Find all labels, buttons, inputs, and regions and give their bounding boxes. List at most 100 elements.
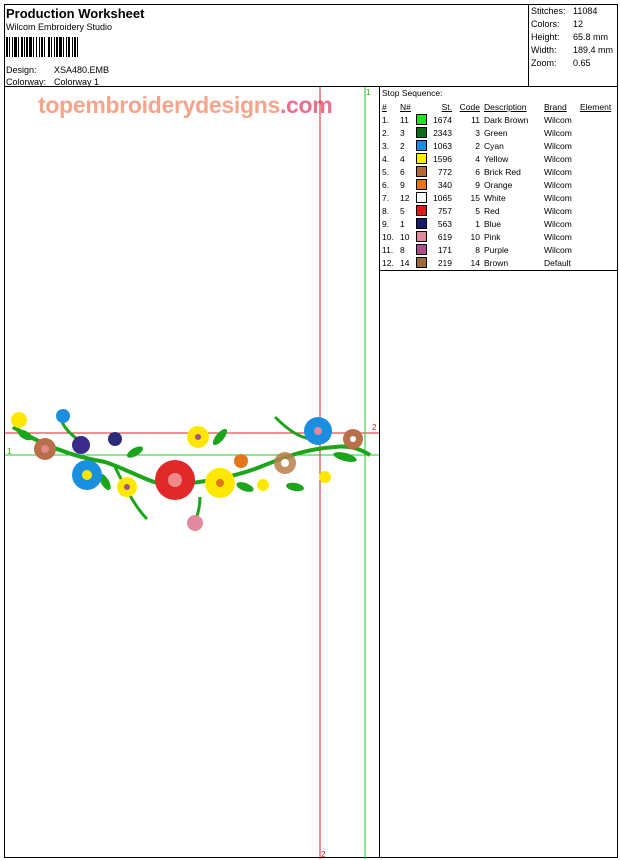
colors-row: Colors: 12 — [531, 19, 583, 29]
row-stitches: 619 — [437, 231, 452, 242]
table-header-row: # N# St. Code Description Brand Element — [380, 100, 611, 113]
colorway-value: Colorway 1 — [54, 77, 100, 87]
table-row: 6. 9 340 9 Orange Wilcom — [380, 178, 611, 191]
table-row: 9. 1 563 1 Blue Wilcom — [380, 217, 611, 230]
color-swatch — [416, 230, 430, 243]
zoom-row: Zoom: 0.65 — [531, 58, 591, 68]
row-code: 15 — [470, 192, 480, 203]
swatch-box — [416, 114, 427, 126]
col-header-st: St. — [441, 101, 452, 112]
floral-garland — [11, 409, 372, 531]
row-num: 6. — [382, 179, 390, 190]
row-num: 11. — [382, 244, 394, 255]
flower-center — [195, 434, 201, 440]
table-row: 11. 8 171 8 Purple Wilcom — [380, 243, 611, 256]
panel-divider — [379, 86, 380, 858]
row-code: 4 — [475, 153, 480, 164]
row-brand: Wilcom — [544, 166, 572, 177]
watermark-logo: topembroiderydesigns.com — [38, 92, 333, 119]
row-element — [580, 243, 611, 256]
row-num: 4. — [382, 153, 390, 164]
row-code: 11 — [471, 114, 480, 125]
guide-label-h2: 2 — [372, 423, 377, 432]
flower-pink — [187, 515, 203, 531]
row-needle: 5 — [400, 205, 405, 216]
row-brand: Wilcom — [544, 205, 572, 216]
row-brand: Wilcom — [544, 231, 572, 242]
swatch-box — [416, 140, 427, 152]
design-value: XSA480.EMB — [54, 65, 110, 75]
header-divider — [4, 86, 618, 87]
color-swatch — [416, 204, 430, 217]
software-name: Wilcom Embroidery Studio — [6, 22, 113, 32]
width-label: Width: — [531, 45, 557, 55]
row-stitches: 563 — [437, 218, 452, 229]
row-needle: 10 — [400, 231, 410, 242]
stop-sequence-title: Stop Sequence: — [382, 88, 443, 98]
design-meta: Design: XSA480.EMB Colorway: Colorway 1 — [6, 64, 526, 88]
row-brand: Wilcom — [544, 127, 572, 138]
flower-center — [314, 427, 322, 435]
design-label: Design: — [6, 65, 37, 75]
flower-orange — [234, 454, 248, 468]
row-description: Red — [484, 205, 500, 216]
flower-purple — [72, 436, 90, 454]
worksheet-frame — [4, 4, 618, 858]
row-description: White — [484, 192, 506, 203]
row-brand: Wilcom — [544, 218, 572, 229]
row-brand: Wilcom — [544, 153, 572, 164]
row-code: 14 — [470, 257, 480, 268]
stats-panel: Stitches: 11084 Colors: 12 Height: 65.8 mm … — [528, 4, 619, 86]
row-description: Yellow — [484, 153, 509, 164]
leaf — [236, 482, 254, 492]
color-swatch — [416, 139, 430, 152]
col-header-description: Description — [484, 101, 527, 112]
row-element — [580, 152, 611, 165]
height-label: Height: — [531, 32, 560, 42]
table-row: 2. 3 2343 3 Green Wilcom — [380, 126, 611, 139]
colorway-row: Colorway: Colorway 1 — [6, 76, 526, 88]
color-swatch — [416, 178, 430, 191]
guide-label-v2: 2 — [321, 850, 326, 859]
row-needle: 3 — [400, 127, 405, 138]
col-header-num: # — [382, 101, 387, 112]
table-row: 4. 4 1596 4 Yellow Wilcom — [380, 152, 611, 165]
row-needle: 4 — [400, 153, 405, 164]
design-preview: 1 2 2 1 — [5, 87, 379, 859]
swatch-box — [416, 127, 427, 139]
watermark-text: topembroiderydesigns — [38, 92, 280, 118]
flower-navy — [108, 432, 122, 446]
color-swatch — [416, 256, 430, 269]
row-needle: 8 — [400, 244, 405, 255]
row-num: 10. — [382, 231, 394, 242]
row-description: Cyan — [484, 140, 504, 151]
swatch-box — [416, 218, 427, 230]
row-code: 8 — [475, 244, 480, 255]
flower-center — [281, 459, 289, 467]
barcode-graphic — [6, 37, 78, 57]
colorway-label: Colorway: — [6, 77, 47, 87]
row-num: 12. — [382, 257, 394, 268]
zoom-value: 0.65 — [573, 58, 591, 68]
color-swatch — [416, 113, 430, 126]
swatch-box — [416, 231, 427, 243]
row-description: Purple — [484, 244, 509, 255]
stop-sequence-table: # N# St. Code Description Brand Element … — [380, 100, 611, 269]
row-needle: 1 — [400, 218, 405, 229]
flower-yellow-small — [319, 471, 331, 483]
height-row: Height: 65.8 mm — [531, 32, 608, 42]
stitches-value: 11084 — [573, 6, 598, 16]
col-header-swatch — [416, 100, 430, 113]
flower-center — [350, 436, 356, 442]
flower-cyan — [56, 409, 70, 423]
row-description: Green — [484, 127, 508, 138]
row-description: Orange — [484, 179, 513, 190]
row-num: 8. — [382, 205, 390, 216]
col-header-code: Code — [459, 101, 480, 112]
row-stitches: 340 — [437, 179, 452, 190]
flower-center — [216, 479, 224, 487]
table-row: 10. 10 619 10 Pink Wilcom — [380, 230, 611, 243]
row-needle: 14 — [400, 257, 410, 268]
row-description: Pink — [484, 231, 501, 242]
row-brand: Wilcom — [544, 244, 572, 255]
